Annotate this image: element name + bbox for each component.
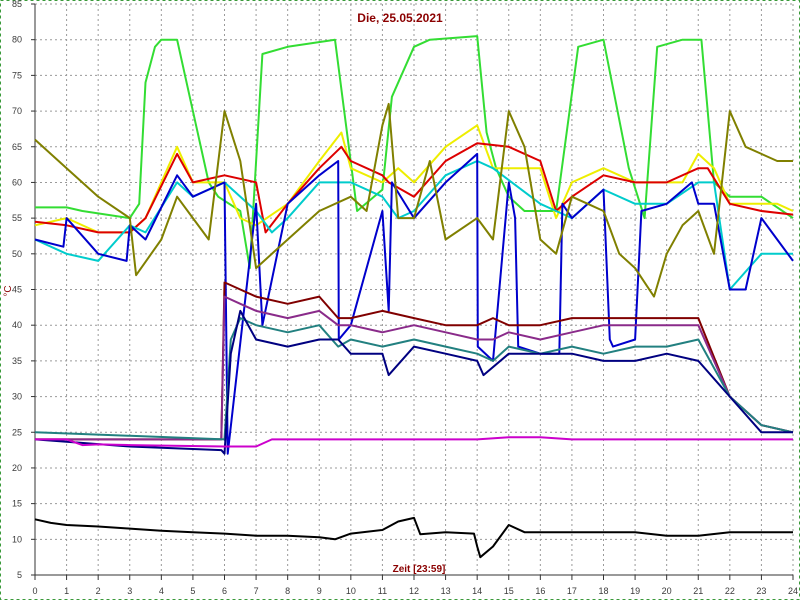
y-tick-label: 30 [12,392,22,402]
x-tick-label: 10 [346,586,356,596]
y-tick-label: 10 [12,534,22,544]
axes [31,3,794,580]
x-tick-label: 3 [127,586,132,596]
y-tick-label: 50 [12,249,22,259]
series-line [34,516,793,559]
x-tick-label: 11 [378,586,387,596]
series-line [35,35,794,270]
x-tick-label: 0 [32,586,37,596]
y-tick-label: 85 [12,0,22,9]
x-tick-label: 6 [222,586,227,596]
x-tick-label: 5 [190,586,195,596]
y-tick-label: 35 [12,356,22,366]
x-tick-label: 16 [535,586,545,596]
x-tick-label: 14 [472,586,482,596]
x-tick-label: 12 [409,586,419,596]
x-tick-label: 20 [662,586,672,596]
x-tick-label: 1 [64,586,69,596]
series-line [34,124,794,234]
x-tick-label: 15 [504,586,514,596]
y-tick-label: 15 [12,499,22,509]
x-tick-label: 8 [285,586,290,596]
x-tick-label: 22 [725,586,735,596]
y-tick-label: 70 [12,106,22,116]
y-tick-label: 40 [12,320,22,330]
y-tick-label: 20 [12,463,22,473]
y-tick-label: 5 [17,570,22,580]
y-axis-label: °C [3,285,14,296]
x-tick-label: 7 [254,586,259,596]
x-tick-label: 9 [317,586,322,596]
series-line [35,281,794,441]
x-tick-label: 24 [788,586,798,596]
series-group [34,35,794,559]
series-line [35,436,793,448]
x-axis-label: Zeit [23:59] [393,564,446,575]
series-line [34,309,793,455]
x-tick-label: 17 [567,586,577,596]
series-line [34,102,793,298]
y-tick-label: 80 [12,35,22,45]
chart-title: Die, 25.05.2021 [357,11,443,25]
x-tick-label: 18 [598,586,608,596]
x-tick-label: 4 [159,586,164,596]
y-tick-label: 25 [12,427,22,437]
y-tick-label: 60 [12,177,22,187]
series-line [34,142,794,234]
series-line [35,295,794,441]
x-tick-label: 13 [441,586,451,596]
x-tick-label: 2 [96,586,101,596]
series-line [34,152,794,455]
y-tick-label: 65 [12,142,22,152]
y-tick-label: 75 [12,70,22,80]
y-tick-label: 45 [12,285,22,295]
series-line [34,317,794,441]
y-tick-label: 55 [12,213,22,223]
x-tick-label: 19 [630,586,640,596]
x-tick-label: 21 [693,586,703,596]
x-tick-label: 23 [756,586,766,596]
